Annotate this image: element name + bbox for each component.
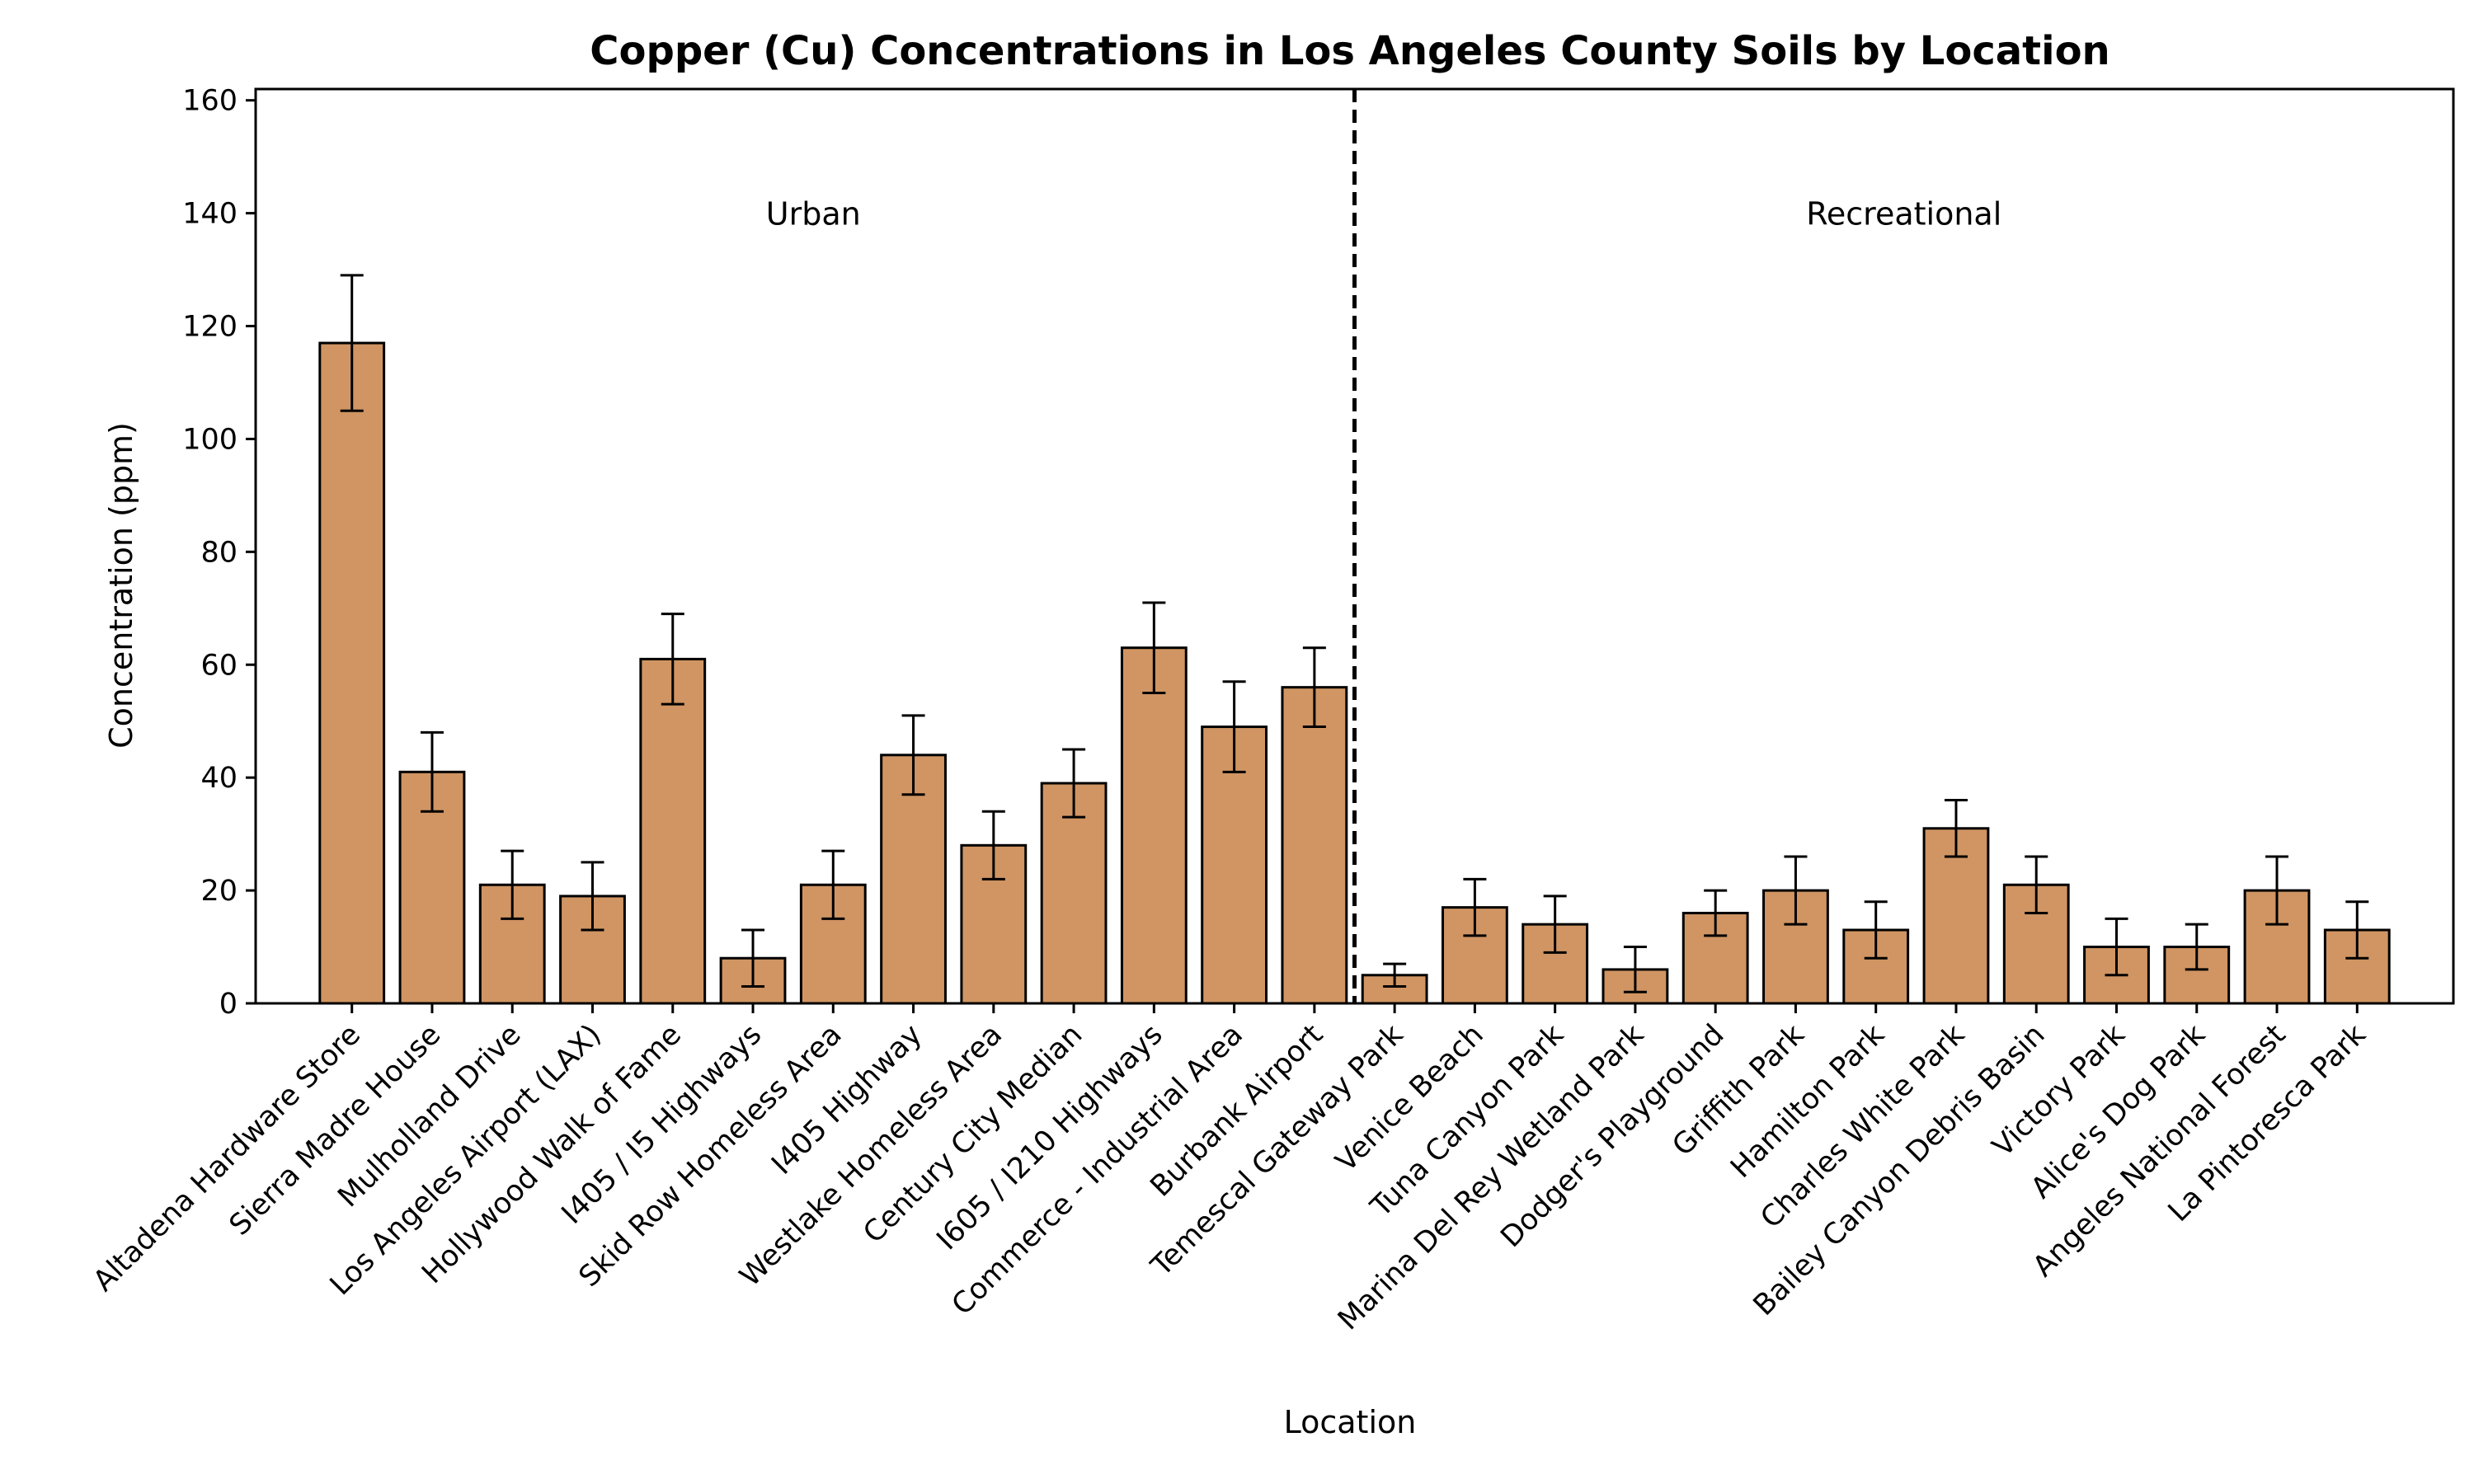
error-bar [1704,889,1728,937]
y-tick-label: 120 [182,311,238,344]
y-tick-label: 160 [182,85,238,118]
plot-frame [254,87,2455,1005]
error-bar [1463,877,1487,937]
y-tick-label: 20 [200,875,238,908]
error-bar [661,613,684,706]
error-bar [1944,799,1968,858]
region-label-recreational: Recreational [1806,196,2001,232]
region-label-urban: Urban [766,196,861,232]
error-bar [1222,680,1246,773]
bar [559,895,626,1005]
error-bar [420,730,444,813]
error-bar [340,274,364,412]
bar [880,754,947,1005]
error-bar [501,849,524,920]
y-tick-label: 80 [200,536,238,569]
y-tick-label: 100 [182,423,238,456]
error-bar [1543,895,1567,954]
error-bar [1864,900,1888,960]
error-bar [581,861,604,932]
bar [639,657,707,1005]
error-bar [2345,900,2369,960]
y-tick-label: 40 [200,762,238,795]
error-bar [821,849,845,920]
error-bar [901,714,925,796]
y-axis-label: Concentration (ppm) [103,422,139,749]
x-tick-label: Commerce - Industrial Area [946,1018,1249,1322]
error-bar [1062,748,1086,819]
y-axis: 0 20 40 60 80 100 120 140 160 [182,85,256,1021]
error-bar [1302,646,1326,729]
error-bar [1383,962,1407,988]
error-bar [2025,855,2048,914]
error-bar [1784,855,1808,926]
errorbars-group [340,274,2369,993]
bar [318,341,386,1005]
bar [1120,646,1188,1005]
x-tick-label: Bailey Canyon Debris Basin [1747,1018,2052,1322]
y-tick-label: 60 [200,649,238,682]
error-bar [981,810,1005,881]
y-tick-label: 140 [182,198,238,231]
error-bar [2265,855,2289,926]
bar [1040,782,1108,1005]
bar [1281,686,1348,1005]
error-bar [1623,946,1647,993]
x-axis-label: Location [1284,1404,1417,1440]
error-bar [2105,917,2128,977]
error-bar [2185,923,2208,971]
y-tick-label: 0 [219,988,238,1021]
error-bar [741,928,765,988]
error-bar [1142,601,1166,694]
chart-title: Copper (Cu) Concentrations in Los Angele… [590,28,2109,74]
